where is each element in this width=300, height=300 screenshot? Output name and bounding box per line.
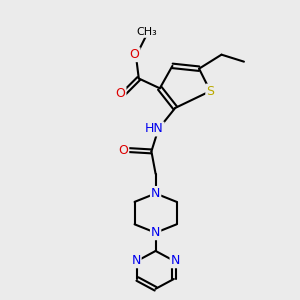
Text: O: O <box>130 48 140 61</box>
Text: N: N <box>131 254 141 267</box>
Text: N: N <box>151 226 160 239</box>
Text: S: S <box>206 85 214 98</box>
Text: HN: HN <box>145 122 164 136</box>
Text: CH₃: CH₃ <box>137 27 158 37</box>
Text: O: O <box>118 143 128 157</box>
Text: N: N <box>151 187 160 200</box>
Text: O: O <box>116 87 125 101</box>
Text: N: N <box>171 254 180 267</box>
